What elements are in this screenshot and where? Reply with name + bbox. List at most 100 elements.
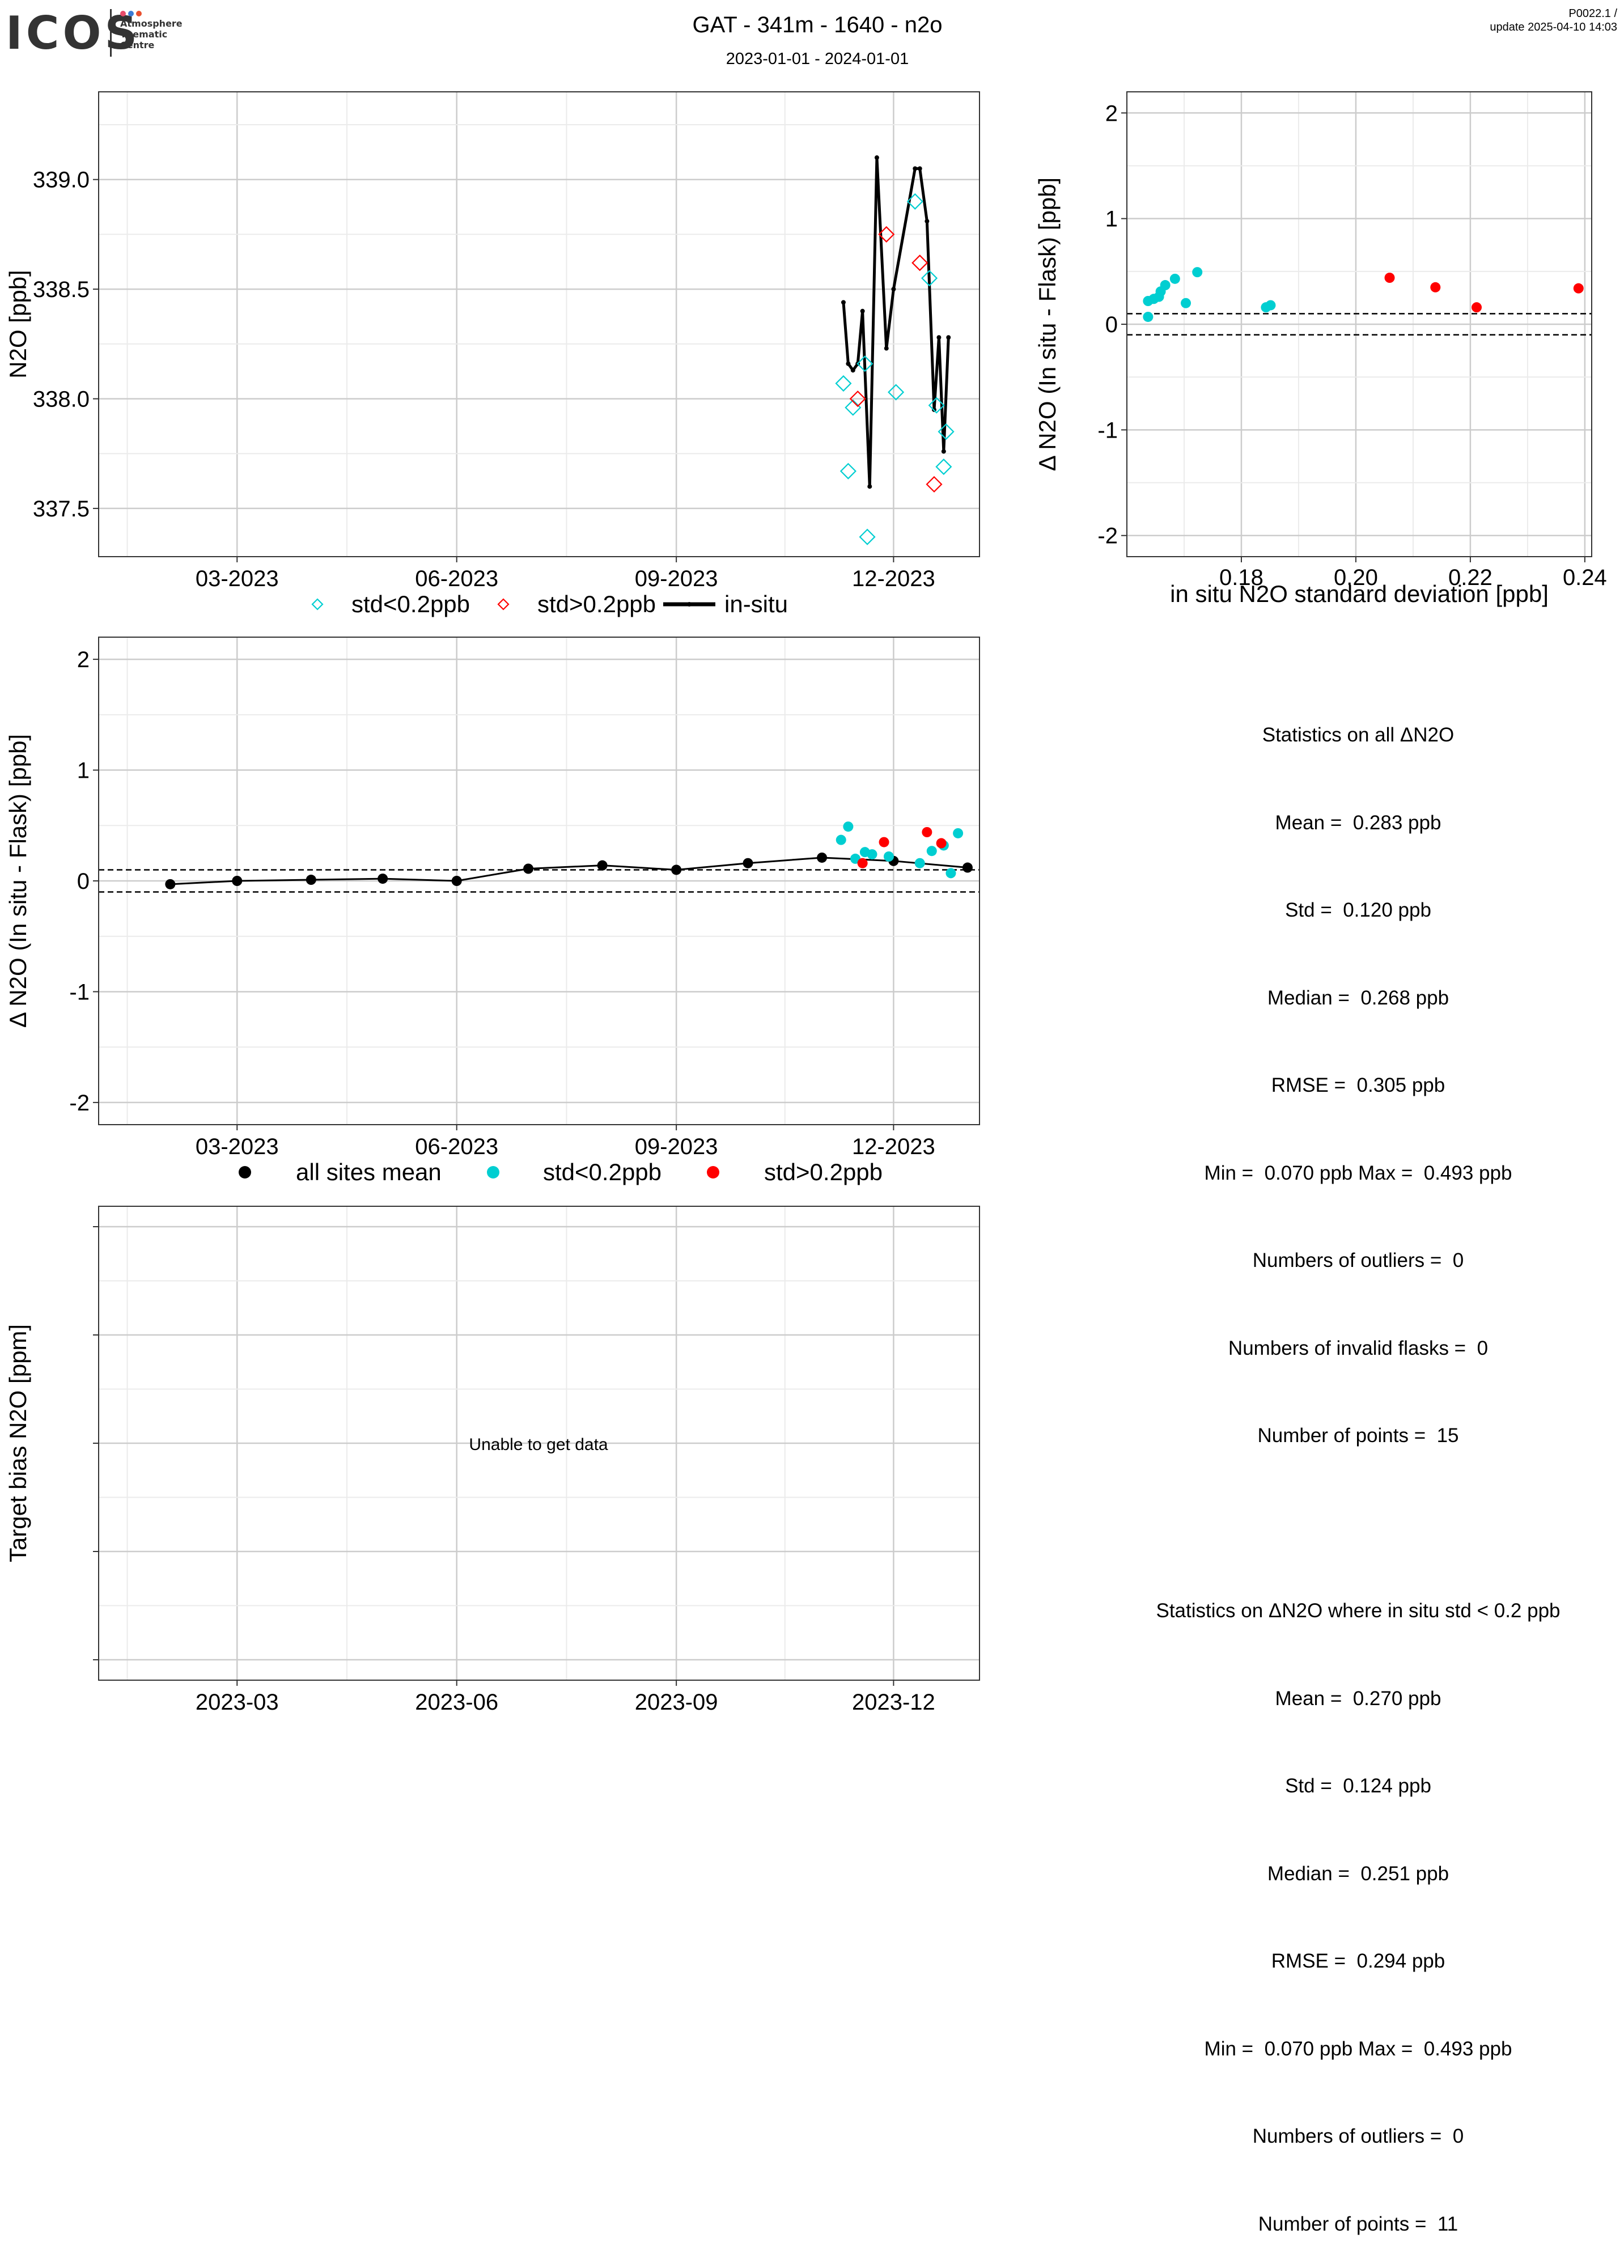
std-high-point	[1573, 283, 1584, 294]
all-sites-mean-point	[232, 876, 243, 886]
std-high-point	[879, 837, 889, 847]
in-situ-point	[946, 335, 951, 340]
in-situ-point	[841, 300, 846, 305]
flask-std-high-marker	[911, 255, 928, 272]
logo-dot	[136, 11, 142, 16]
y-axis-label: N2O [ppb]	[5, 270, 31, 378]
legend-std-high-marker	[707, 1166, 719, 1178]
stats-all-median: Median = 0.268 ppb	[1267, 986, 1449, 1009]
all-sites-mean-point	[451, 876, 462, 886]
x-tick-label: 2023-06	[415, 1690, 498, 1715]
version-number: P0022.1 /	[1568, 7, 1617, 20]
std-low-point	[1160, 280, 1171, 291]
std-low-point	[1143, 311, 1154, 322]
version-info: P0022.1 / update 2025-04-10 14:03	[1490, 7, 1617, 34]
logo-sub-line: Atmosphere	[120, 18, 183, 29]
in-situ-point	[936, 335, 942, 340]
stats-filtered-median: Median = 0.251 ppb	[1267, 1862, 1449, 1885]
legend-std-high-label: std>0.2ppb	[764, 1159, 883, 1185]
all-sites-mean-point	[378, 874, 388, 884]
x-tick-label: 0.22	[1448, 565, 1492, 590]
timeseries-background	[99, 92, 980, 557]
x-tick-label: 0.24	[1563, 565, 1607, 590]
std-low-point	[1265, 300, 1276, 311]
std-low-point	[926, 846, 937, 857]
no-data-message: Unable to get data	[469, 1435, 608, 1454]
legend-std-low-marker	[487, 1166, 499, 1178]
legend-std-low-marker	[311, 598, 324, 611]
std-low-point	[914, 858, 925, 868]
stats-all-points: Number of points = 15	[1257, 1425, 1459, 1447]
in-situ-line	[842, 157, 950, 487]
stats-all-outliers: Numbers of outliers = 0	[1252, 1249, 1464, 1271]
y-tick-label: 338.5	[33, 277, 90, 302]
all-sites-mean-point	[671, 864, 682, 875]
stats-all-rmse: RMSE = 0.305 ppb	[1271, 1074, 1445, 1096]
stats-spacer: ​	[1156, 1509, 1560, 1538]
flask-std-high-marker	[926, 476, 943, 493]
std-low-point	[1181, 298, 1192, 308]
flask-std-low-marker	[928, 397, 945, 414]
stats-filtered-mean: Mean = 0.270 ppb	[1275, 1687, 1441, 1710]
y-tick-label: 338.0	[33, 387, 90, 412]
std-low-point	[1169, 273, 1180, 284]
x-tick-label: 09-2023	[635, 566, 718, 591]
flask-std-low-marker	[845, 399, 862, 416]
std-high-point	[857, 858, 868, 868]
std-low-point	[1192, 267, 1203, 278]
statistics-panel: Statistics on all ΔN2O Mean = 0.283 ppb …	[1156, 662, 1560, 2268]
x-tick-label: 06-2023	[415, 1134, 498, 1159]
legend-mean-label: all sites mean	[296, 1159, 442, 1185]
stats-all-minmax: Min = 0.070 ppb Max = 0.493 ppb	[1204, 1161, 1512, 1184]
std-low-point	[883, 851, 894, 862]
legend-std-high-label: std>0.2ppb	[537, 591, 656, 617]
legend-std-low-label: std<0.2ppb	[543, 1159, 662, 1185]
flask-std-low-marker	[906, 193, 923, 210]
std-high-point	[1472, 302, 1482, 313]
logo-subtitle: Atmosphere Thematic Centre	[120, 18, 183, 50]
y-axis-label: Target bias N2O [ppm]	[5, 1324, 31, 1562]
all-sites-mean-point	[523, 863, 534, 874]
in-situ-point	[917, 166, 922, 171]
target-bias-border	[98, 1206, 980, 1681]
x-axis-label: in situ N2O standard deviation [ppb]	[1170, 580, 1549, 607]
y-tick-label: 2	[1105, 101, 1118, 126]
logo-dot	[120, 11, 126, 16]
page-title: GAT - 341m - 1640 - n2o	[692, 12, 943, 37]
all-sites-mean-point	[817, 852, 828, 863]
in-situ-point	[860, 308, 865, 313]
flask-std-low-marker	[835, 375, 852, 392]
legend-in-situ-label: in-situ	[724, 591, 788, 617]
flask-std-high-marker	[849, 390, 866, 408]
y-tick-label: 2	[77, 647, 90, 672]
x-tick-label: 2023-09	[635, 1690, 718, 1715]
y-tick-label: 337.5	[33, 497, 90, 522]
std-high-point	[1430, 282, 1441, 292]
legend-mean-marker	[239, 1166, 251, 1178]
all-sites-mean-point	[962, 862, 973, 873]
all-sites-mean-line	[170, 857, 968, 885]
stats-all-title: Statistics on all ΔN2O	[1262, 724, 1455, 746]
legend-std-low-label: std<0.2ppb	[351, 591, 470, 617]
flask-std-low-marker	[935, 458, 952, 475]
all-sites-mean-point	[743, 858, 753, 868]
update-timestamp: update 2025-04-10 14:03	[1490, 21, 1617, 33]
y-tick-label: -2	[69, 1091, 90, 1116]
y-tick-label: -2	[1097, 524, 1118, 549]
flask-std-low-marker	[859, 528, 876, 545]
logo-dot	[128, 11, 134, 16]
in-situ-point	[925, 219, 930, 224]
std-high-point	[936, 838, 947, 849]
stats-filtered-std: Std = 0.124 ppb	[1285, 1775, 1431, 1797]
std-high-point	[922, 827, 932, 837]
x-tick-label: 0.18	[1219, 565, 1263, 590]
x-tick-label: 12-2023	[852, 1134, 935, 1159]
x-tick-label: 06-2023	[415, 566, 498, 591]
legend-std-high-marker	[497, 598, 510, 611]
in-situ-point	[884, 346, 889, 351]
logo-sub-line: Centre	[120, 40, 155, 50]
legend-in-situ-point	[687, 602, 692, 607]
all-sites-mean-point	[306, 875, 316, 885]
x-tick-label: 2023-03	[196, 1690, 279, 1715]
logo-dots	[120, 9, 144, 19]
